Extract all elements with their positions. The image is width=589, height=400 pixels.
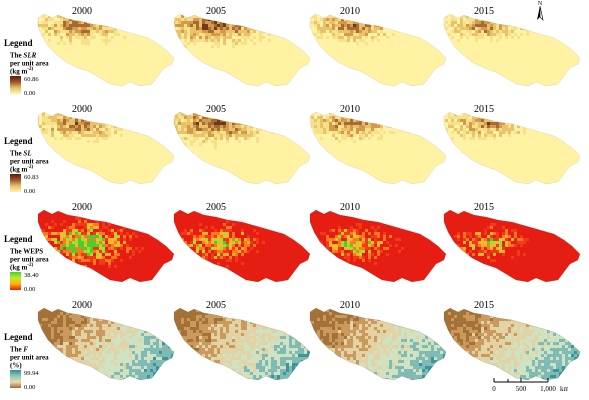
legend-max-value: 38.40 (24, 272, 39, 279)
scale-unit: km (560, 385, 568, 393)
map-weps-2005 (173, 209, 311, 283)
legend-title: Legend (4, 234, 33, 244)
year-label: 2005 (206, 104, 226, 115)
row-slr: Legend The SLR per unit area (kg m-2) 60.86 0… (0, 0, 589, 98)
map-f-2015 (443, 307, 581, 381)
map-slr-2010 (309, 13, 447, 87)
year-label: 2010 (340, 300, 360, 311)
scale-label-1000: 1,000 (540, 385, 556, 393)
legend-line-0: The SLR (10, 51, 37, 60)
row-weps: Legend The WEPS per unit area (kg m-2) 38.40… (0, 196, 589, 294)
map-f-2000 (37, 307, 175, 381)
legend-max-value: 60.83 (24, 174, 39, 181)
map-sl-2000 (37, 111, 175, 185)
scale-label-500: 500 (516, 385, 527, 393)
map-slr-2005 (173, 13, 311, 87)
legend-line-2: (kg m-2) (10, 67, 34, 76)
row-sl: Legend The SL per unit area (kg m-2) 60.83 0.… (0, 98, 589, 196)
map-sl-2010 (309, 111, 447, 185)
year-label: 2005 (206, 202, 226, 213)
legend-line-2: (kg m-2) (10, 165, 34, 174)
legend-min-value: 0.00 (24, 90, 36, 97)
legend-min-value: 0.00 (24, 188, 36, 195)
north-arrow-icon: N (537, 1, 544, 21)
map-weps-2015 (443, 209, 581, 283)
year-label: 2005 (206, 300, 226, 311)
map-weps-2000 (37, 209, 175, 283)
legend-color-ramp (10, 370, 21, 388)
year-label: 2015 (474, 104, 494, 115)
map-sl-2005 (173, 111, 311, 185)
north-label: N (538, 1, 543, 7)
legend-line-2: (%) (10, 361, 22, 370)
legend-title: Legend (4, 38, 33, 48)
legend-line-1: per unit area (10, 353, 49, 362)
year-label: 2000 (72, 6, 92, 17)
legend-line-1: per unit area (10, 59, 49, 68)
legend-line-0: The F (10, 345, 29, 354)
legend-line-1: per unit area (10, 255, 49, 264)
map-f-2010 (309, 307, 447, 381)
year-label: 2000 (72, 202, 92, 213)
year-label: 2015 (474, 202, 494, 213)
legend-line-2: (kg m-2) (10, 263, 34, 272)
year-label: 2015 (474, 300, 494, 311)
map-slr-2015 (443, 13, 581, 87)
year-label: 2010 (340, 104, 360, 115)
legend-line-1: per unit area (10, 157, 49, 166)
year-label: 2010 (340, 6, 360, 17)
legend-max-value: 99.94 (24, 370, 39, 377)
year-label: 2000 (72, 104, 92, 115)
legend-max-value: 60.86 (24, 76, 39, 83)
legend-title: Legend (4, 136, 33, 146)
year-label: 2010 (340, 202, 360, 213)
legend-min-value: 0.00 (24, 384, 36, 391)
map-slr-2000 (37, 13, 175, 87)
legend-line-0: The WEPS (10, 247, 44, 256)
legend-color-ramp (10, 174, 21, 192)
legend-color-ramp (10, 272, 21, 290)
legend-min-value: 0.00 (24, 286, 36, 293)
legend-title: Legend (4, 332, 33, 342)
year-label: 2005 (206, 6, 226, 17)
legend-color-ramp (10, 76, 21, 94)
scale-bar: 0 500 1,000 km (492, 378, 568, 393)
map-f-2005 (173, 307, 311, 381)
year-label: 2000 (72, 300, 92, 311)
map-sl-2015 (443, 111, 581, 185)
legend-line-0: The SL (10, 149, 32, 158)
year-label: 2015 (474, 6, 494, 17)
map-weps-2010 (309, 209, 447, 283)
scale-label-0: 0 (492, 385, 496, 393)
